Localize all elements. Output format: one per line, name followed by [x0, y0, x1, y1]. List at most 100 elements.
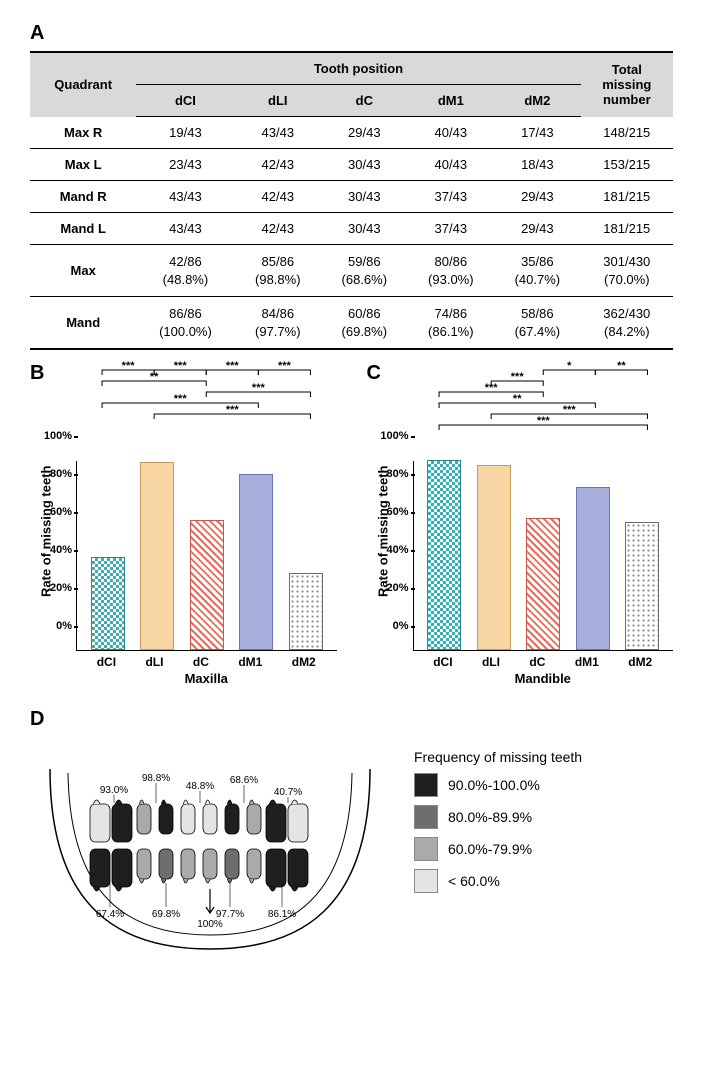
x-ticks-b: dCIdLIdCdM1dM2 [76, 651, 337, 669]
cell: 37/43 [408, 213, 495, 245]
tooth [90, 849, 110, 887]
y-tick: 80% [386, 468, 408, 480]
tooth-root [205, 800, 210, 804]
cell-total: 181/215 [581, 181, 673, 213]
plot-area-c [413, 461, 674, 651]
tooth [181, 849, 195, 879]
sig-label: *** [562, 404, 576, 416]
tooth-root [161, 879, 166, 883]
tooth [203, 849, 217, 879]
pct-label: 100% [197, 919, 223, 930]
th-col: dM1 [408, 85, 495, 117]
bar [289, 573, 323, 650]
y-tick: 20% [50, 582, 72, 594]
pct-label: 48.8% [186, 781, 214, 792]
cell: 30/43 [321, 181, 408, 213]
row-header: Mand [30, 297, 136, 350]
tooth-root [269, 887, 276, 891]
row-header: Max R [30, 117, 136, 149]
bar [190, 520, 224, 650]
cell: 42/43 [235, 213, 322, 245]
cell: 17/43 [494, 117, 581, 149]
tooth-root [227, 800, 232, 804]
legend-row: < 60.0% [414, 869, 582, 893]
tooth-root [93, 887, 100, 891]
legend: Frequency of missing teeth 90.0%-100.0%8… [414, 749, 582, 901]
tooth-root [93, 800, 100, 804]
th-total: Total missing number [581, 52, 673, 117]
tooth [247, 804, 261, 834]
y-tick: 20% [386, 582, 408, 594]
y-tick: 40% [50, 544, 72, 556]
legend-swatch [414, 837, 438, 861]
cell: 30/43 [321, 213, 408, 245]
tooth-root [183, 879, 188, 883]
th-col: dM2 [494, 85, 581, 117]
x-tick: dC [193, 655, 209, 669]
cell: 29/43 [494, 213, 581, 245]
y-tick: 0% [393, 620, 409, 632]
chart-c: C Rate of missing teeth 0%20%40%60%80%10… [367, 360, 674, 686]
bars-c [414, 461, 674, 650]
bar [140, 462, 174, 650]
cell: 40/43 [408, 117, 495, 149]
sig-label: *** [536, 415, 550, 427]
cell-total: 153/215 [581, 149, 673, 181]
legend-row: 90.0%-100.0% [414, 773, 582, 797]
cell: 29/43 [321, 117, 408, 149]
x-tick: dLI [482, 655, 500, 669]
sig-label: *** [252, 382, 266, 394]
sig-label: *** [226, 404, 240, 416]
legend-label: 60.0%-79.9% [448, 841, 532, 857]
y-tick: 40% [386, 544, 408, 556]
cell: 43/43 [136, 213, 234, 245]
cell: 19/43 [136, 117, 234, 149]
tooth-root [291, 800, 298, 804]
y-tick: 0% [56, 620, 72, 632]
x-ticks-c: dCIdLIdCdM1dM2 [413, 651, 674, 669]
tooth-root [139, 800, 144, 804]
pct-label: 93.0% [100, 785, 128, 796]
legend-swatch [414, 805, 438, 829]
sig-label: ** [617, 360, 626, 372]
sig-label: *** [510, 371, 524, 383]
tooth [159, 804, 173, 834]
cell: 35/86(40.7%) [494, 245, 581, 297]
cell: 59/86(68.6%) [321, 245, 408, 297]
arrow-down-icon [206, 889, 214, 913]
legend-label: 90.0%-100.0% [448, 777, 540, 793]
y-tick: 100% [380, 430, 408, 442]
tooth [159, 849, 173, 879]
th-total-l1: Total [612, 62, 642, 77]
bar [91, 557, 125, 650]
cell: 37/43 [408, 181, 495, 213]
x-tick: dCI [433, 655, 452, 669]
sig-label: * [567, 360, 572, 372]
tooth [225, 804, 239, 834]
th-col: dC [321, 85, 408, 117]
cell-total: 181/215 [581, 213, 673, 245]
tooth [288, 804, 308, 842]
sig-label: *** [174, 360, 188, 372]
pct-label: 67.4% [96, 909, 124, 920]
x-tick: dM1 [238, 655, 262, 669]
cell-total: 362/430(84.2%) [581, 297, 673, 350]
cell-total: 148/215 [581, 117, 673, 149]
sig-layer-b: *********************** [76, 360, 337, 436]
tooth-root [115, 800, 122, 804]
cell: 86/86(100.0%) [136, 297, 234, 350]
row-header: Mand R [30, 181, 136, 213]
cell: 60/86(69.8%) [321, 297, 408, 350]
pct-label: 98.8% [142, 773, 170, 784]
cell: 30/43 [321, 149, 408, 181]
x-tick: dCI [97, 655, 116, 669]
legend-title: Frequency of missing teeth [414, 749, 582, 765]
chart-b: B Rate of missing teeth 0%20%40%60%80%10… [30, 360, 337, 686]
cell: 29/43 [494, 181, 581, 213]
th-total-l3: number [603, 92, 651, 107]
jaw-diagram: 93.0%98.8%48.8%68.6%40.7%67.4%69.8%97.7%… [30, 749, 390, 964]
tooth-root [249, 800, 254, 804]
sig-label: *** [278, 360, 292, 372]
y-tick: 60% [386, 506, 408, 518]
y-tick: 100% [44, 430, 72, 442]
